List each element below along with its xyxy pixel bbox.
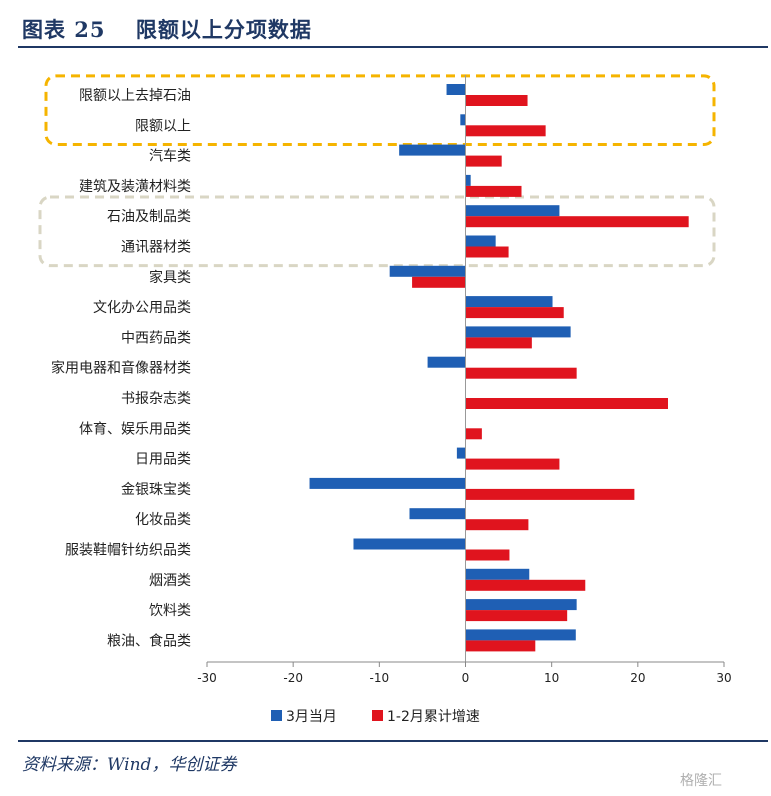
- x-tick-label: 10: [544, 671, 559, 685]
- bar-jan-feb-9: [465, 367, 577, 379]
- category-label: 书报杂志类: [121, 391, 191, 407]
- page-title: 图表 25 限额以上分项数据: [22, 17, 312, 42]
- bar-march-9: [427, 356, 466, 368]
- bar-jan-feb-12: [465, 458, 560, 470]
- category-label: 饮料类: [149, 603, 191, 619]
- bar-chart: 限额以上去掉石油限额以上汽车类建筑及装潢材料类石油及制品类通讯器材类家具类文化办…: [38, 74, 732, 725]
- category-label: 服装鞋帽针纺织品类: [65, 543, 191, 559]
- category-label: 体育、娱乐用品类: [79, 421, 191, 437]
- x-tick-label: 0: [462, 671, 470, 685]
- legend-label-2: 1-2月累计增速: [387, 709, 480, 725]
- source-note: 资料来源：Wind，华创证券: [22, 755, 237, 775]
- category-label: 家具类: [149, 269, 191, 286]
- bar-jan-feb-11: [465, 428, 482, 440]
- category-label: 汽车类: [149, 148, 191, 165]
- category-label: 建筑及装潢材料类: [79, 179, 191, 195]
- title-bar: 图表 25 限额以上分项数据: [18, 12, 768, 48]
- category-label: 化妆品类: [135, 512, 191, 528]
- bar-march-7: [465, 296, 553, 308]
- bar-jan-feb-16: [465, 579, 586, 591]
- bar-march-8: [465, 326, 571, 338]
- bar-jan-feb-0: [465, 95, 528, 106]
- bar-jan-feb-14: [465, 519, 529, 531]
- category-label: 限额以上: [135, 118, 191, 134]
- bar-march-3: [465, 174, 471, 186]
- bar-jan-feb-5: [465, 246, 509, 258]
- bar-march-12: [456, 447, 466, 459]
- bar-jan-feb-6: [412, 276, 466, 288]
- bar-jan-feb-1: [465, 125, 546, 137]
- bar-march-1: [460, 114, 466, 126]
- x-tick-label: 30: [716, 671, 731, 685]
- bar-jan-feb-13: [465, 488, 635, 500]
- bar-march-18: [465, 629, 576, 641]
- legend-swatch-2: [372, 710, 383, 721]
- bar-march-15: [353, 538, 466, 550]
- bar-march-2: [399, 144, 466, 156]
- category-label: 石油及制品类: [107, 209, 191, 225]
- category-label: 文化办公用品类: [93, 300, 191, 316]
- bar-jan-feb-4: [465, 216, 689, 228]
- category-label: 限额以上去掉石油: [79, 88, 191, 104]
- bar-march-0: [446, 84, 466, 95]
- legend-label-1: 3月当月: [286, 709, 337, 725]
- bar-march-14: [409, 508, 466, 520]
- x-tick-label: -20: [283, 671, 303, 685]
- bar-jan-feb-17: [465, 610, 568, 622]
- legend-swatch-1: [271, 710, 282, 721]
- category-label: 日用品类: [135, 452, 191, 468]
- category-label: 粮油、食品类: [107, 632, 191, 649]
- bar-jan-feb-2: [465, 155, 502, 167]
- bar-march-16: [465, 568, 530, 580]
- bar-march-4: [465, 205, 560, 217]
- bar-march-5: [465, 235, 496, 247]
- x-tick-label: -30: [197, 671, 217, 685]
- bar-jan-feb-15: [465, 549, 510, 561]
- highlight-box-2: [38, 195, 716, 268]
- category-label: 金银珠宝类: [121, 482, 191, 498]
- bar-jan-feb-18: [465, 640, 536, 652]
- x-tick-label: -10: [370, 671, 390, 685]
- bar-jan-feb-7: [465, 307, 564, 319]
- category-label: 中西药品类: [121, 330, 191, 346]
- watermark: 格隆汇: [680, 773, 722, 789]
- category-label: 通讯器材类: [121, 240, 191, 256]
- category-label: 家用电器和音像器材类: [51, 360, 191, 377]
- highlight-box-1: [44, 74, 716, 146]
- x-tick-label: 20: [630, 671, 645, 685]
- bar-march-13: [309, 477, 466, 489]
- bar-march-6: [389, 265, 466, 277]
- footer-divider: [18, 740, 768, 742]
- bar-jan-feb-3: [465, 185, 522, 197]
- category-label: 烟酒类: [149, 573, 191, 589]
- bar-march-17: [465, 599, 577, 611]
- bar-jan-feb-10: [465, 398, 668, 409]
- bar-jan-feb-8: [465, 337, 532, 349]
